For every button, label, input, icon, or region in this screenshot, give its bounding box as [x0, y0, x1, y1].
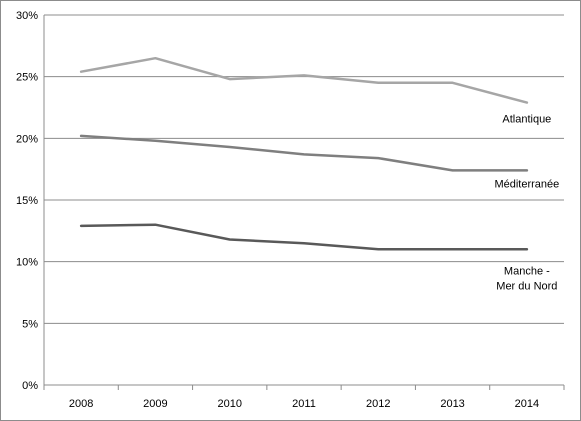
y-tick-label: 10% [16, 257, 38, 269]
series-label-line: Méditerranée [494, 178, 559, 190]
y-tick-label: 5% [22, 318, 38, 330]
y-tick-labels: 0% 5% 10% 15% 20% 25% 30% [16, 10, 38, 392]
series-labels: Atlantique Méditerranée Manche - Mer du Nor… [494, 114, 559, 293]
y-tick-label: 25% [16, 72, 38, 84]
series-label-line: Manche - [504, 265, 550, 277]
x-tick-label: 2009 [143, 398, 167, 410]
gridlines [44, 14, 564, 324]
y-tick-label: 20% [16, 133, 38, 145]
series-line-m-diterran-e [79, 134, 529, 172]
series-label-atlantique: Atlantique [502, 114, 551, 126]
y-tick-label: 30% [16, 10, 38, 22]
x-tick-label: 2014 [515, 398, 539, 410]
x-tick-label: 2012 [366, 398, 390, 410]
series-label-m-diterran-e: Méditerranée [494, 178, 559, 190]
series-lines [79, 56, 529, 251]
series-line-atlantique [79, 56, 529, 104]
x-tick-label: 2011 [292, 398, 316, 410]
series-label-line: Mer du Nord [496, 280, 557, 292]
y-tick-label: 15% [16, 195, 38, 207]
series-label-manche-mer-du-nord: Manche - Mer du Nord [496, 265, 557, 292]
x-tick-label: 2008 [69, 398, 93, 410]
series-line-manche-mer-du-nord [79, 223, 529, 251]
x-tick-labels: 2008 2009 2010 2011 2012 2013 2014 [69, 398, 539, 410]
x-tick-label: 2013 [440, 398, 464, 410]
y-tick-label: 0% [22, 380, 38, 392]
x-tick-label: 2010 [217, 398, 241, 410]
axes [43, 15, 565, 390]
series-label-line: Atlantique [502, 114, 551, 126]
